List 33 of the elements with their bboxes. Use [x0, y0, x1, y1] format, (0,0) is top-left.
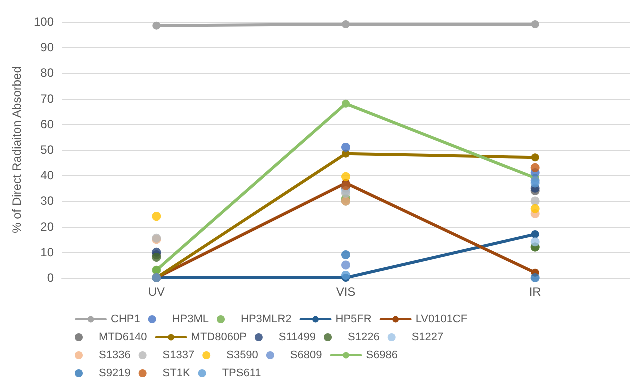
- y-tick-label: 10: [40, 245, 54, 260]
- y-tick-label: 100: [34, 15, 54, 29]
- legend-label: S11499: [278, 332, 316, 344]
- legend-label: HP3MLR2: [241, 314, 292, 326]
- y-tick-label: 0: [47, 271, 54, 285]
- y-axis-title: % of Direct Radiaiton Absorbed: [10, 66, 24, 234]
- legend-label: S1336: [99, 350, 131, 362]
- x-tick-label: VIS: [336, 285, 356, 299]
- legend-label: S1226: [348, 332, 380, 344]
- legend-label: S6809: [290, 350, 322, 362]
- y-tick-label: 40: [40, 168, 54, 183]
- legend-label: S9219: [99, 368, 131, 380]
- x-tick-label: UV: [148, 285, 166, 299]
- legend-label: HP5FR: [336, 314, 372, 326]
- legend-label: S1337: [162, 350, 195, 362]
- y-tick-label: 30: [40, 194, 54, 208]
- y-tick-label: 80: [40, 66, 54, 80]
- y-tick-label: 50: [40, 143, 54, 157]
- legend-label: HP3ML: [172, 314, 210, 326]
- y-tick-label: 90: [40, 40, 54, 55]
- legend-label: TPS611: [222, 368, 262, 380]
- y-tick-label: 20: [40, 220, 54, 234]
- legend-label: S1227: [412, 332, 444, 344]
- legend-label: S6986: [366, 350, 398, 362]
- x-tick-label: IR: [529, 285, 542, 299]
- legend-label: CHP1: [111, 314, 140, 326]
- legend-label: ST1K: [162, 368, 191, 380]
- legend-label: LV0101CF: [416, 314, 468, 326]
- legend-label: MTD6140: [99, 332, 148, 344]
- legend-label: S3590: [226, 350, 258, 362]
- y-tick-label: 70: [40, 92, 54, 106]
- y-tick-label: 60: [40, 117, 54, 132]
- legend-label: MTD8060P: [191, 332, 247, 344]
